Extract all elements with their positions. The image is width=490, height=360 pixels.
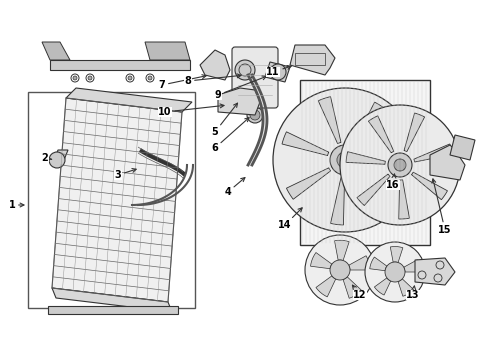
Bar (295, 53, 325, 65)
Text: 3: 3 (115, 168, 136, 180)
Polygon shape (343, 277, 362, 298)
Text: 4: 4 (224, 177, 245, 197)
Polygon shape (414, 144, 453, 162)
Text: 2: 2 (42, 153, 51, 163)
Circle shape (73, 76, 77, 80)
Polygon shape (368, 116, 394, 153)
Circle shape (385, 262, 405, 282)
Text: 16: 16 (386, 174, 400, 190)
Circle shape (49, 152, 65, 168)
Polygon shape (300, 80, 430, 245)
Circle shape (250, 110, 260, 120)
Polygon shape (145, 42, 190, 60)
Text: 9: 9 (215, 76, 266, 100)
Polygon shape (316, 276, 336, 297)
Polygon shape (356, 172, 395, 211)
Bar (48, 306, 178, 314)
Polygon shape (353, 102, 386, 146)
Text: 6: 6 (212, 118, 249, 153)
Circle shape (305, 235, 375, 305)
Circle shape (330, 145, 360, 175)
Polygon shape (200, 50, 230, 80)
Circle shape (394, 159, 406, 171)
Circle shape (88, 76, 92, 80)
FancyBboxPatch shape (232, 47, 278, 108)
Circle shape (270, 64, 286, 80)
Circle shape (235, 60, 255, 80)
Text: 5: 5 (212, 103, 238, 137)
Circle shape (148, 76, 152, 80)
Polygon shape (282, 132, 329, 156)
Text: 10: 10 (158, 104, 224, 117)
Polygon shape (52, 150, 68, 165)
Text: 1: 1 (9, 200, 24, 210)
Circle shape (247, 107, 263, 123)
Polygon shape (349, 256, 370, 270)
Polygon shape (398, 279, 414, 296)
Circle shape (340, 105, 460, 225)
Circle shape (337, 152, 353, 168)
Polygon shape (52, 288, 172, 312)
Circle shape (273, 88, 417, 232)
Polygon shape (363, 147, 410, 160)
Polygon shape (290, 45, 335, 75)
Polygon shape (287, 168, 331, 199)
Text: 15: 15 (432, 179, 452, 235)
Polygon shape (404, 113, 425, 152)
Text: 11: 11 (266, 66, 291, 77)
Polygon shape (415, 258, 455, 285)
Polygon shape (318, 96, 341, 144)
Polygon shape (404, 260, 420, 272)
Polygon shape (66, 88, 192, 112)
Text: 12: 12 (352, 285, 367, 300)
Polygon shape (357, 174, 390, 206)
Circle shape (365, 242, 425, 302)
Text: 13: 13 (406, 286, 420, 300)
Polygon shape (42, 42, 70, 60)
Circle shape (330, 260, 350, 280)
Polygon shape (265, 62, 290, 82)
Polygon shape (391, 247, 403, 262)
Text: 8: 8 (185, 74, 241, 86)
Polygon shape (311, 252, 332, 269)
Text: 7: 7 (159, 75, 206, 90)
Text: 14: 14 (278, 208, 302, 230)
Polygon shape (52, 98, 182, 302)
Circle shape (128, 76, 132, 80)
Polygon shape (450, 135, 475, 160)
Polygon shape (346, 152, 386, 164)
Circle shape (388, 153, 412, 177)
Polygon shape (218, 88, 260, 115)
Polygon shape (399, 180, 410, 219)
Polygon shape (331, 177, 344, 225)
Polygon shape (412, 172, 447, 200)
Polygon shape (430, 145, 465, 180)
Bar (50, 60, 190, 70)
Polygon shape (335, 240, 349, 261)
Polygon shape (374, 278, 391, 295)
Polygon shape (370, 257, 387, 271)
